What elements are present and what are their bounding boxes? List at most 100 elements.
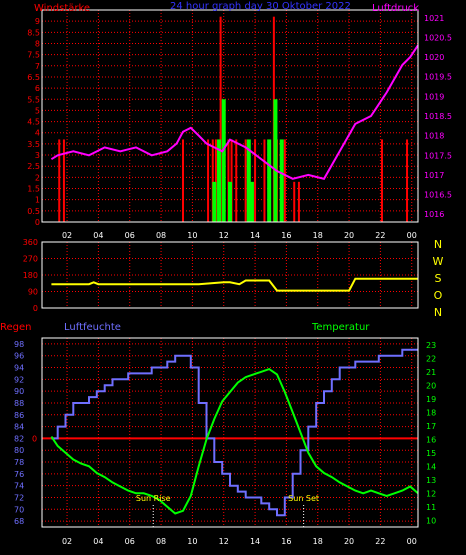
wind-bar [221, 99, 226, 222]
gust-bar [254, 139, 257, 222]
gust-bar [58, 139, 61, 222]
x-tick-label: 06 [125, 231, 135, 240]
y-right-axis-title: Luftdruck [372, 3, 419, 14]
y-right-tick-label: 1016.5 [424, 191, 452, 200]
gust-bar [211, 139, 214, 222]
wind-bar [217, 139, 222, 222]
y-right-tick-label: 15 [426, 449, 436, 458]
x-tick-label: 06 [125, 537, 135, 546]
humidity-line [51, 348, 418, 517]
y-left-tick-label: 98 [14, 340, 24, 349]
y-right-tick-label: 21 [426, 368, 436, 377]
sun-set-label: Sun Set [288, 494, 319, 503]
y-left-tick-label: 7 [35, 62, 40, 71]
y-right-tick-label: 1016 [424, 210, 444, 219]
rain-zero-label: 0 [32, 434, 37, 443]
y-left-tick-label: 68 [14, 517, 24, 526]
y-left-tick-label: 72 [14, 493, 24, 502]
y-left-tick-label: 1 [35, 196, 40, 205]
temperature-line [50, 367, 419, 515]
y-left-tick-label: 82 [14, 434, 24, 443]
gust-bar [227, 139, 230, 222]
y-right-tick-label: 13 [426, 476, 436, 485]
y-tick-label: 180 [23, 271, 38, 280]
y-left-tick-label: 4.5 [27, 118, 40, 127]
x-tick-label: 22 [375, 537, 385, 546]
x-tick-label: 14 [250, 231, 260, 240]
x-tick-label: 18 [313, 231, 323, 240]
y-left-tick-label: 94 [14, 364, 24, 373]
wind-bar [273, 99, 278, 222]
y-right-tick-label: 22 [426, 354, 436, 363]
x-tick-label: 12 [219, 231, 229, 240]
gust-bar [230, 139, 233, 222]
y-right-tick-label: 20 [426, 381, 436, 390]
wind-bar [279, 139, 284, 222]
wind-bar [267, 139, 272, 222]
x-tick-label: 18 [313, 537, 323, 546]
y-left-tick-label: 90 [14, 387, 24, 396]
pressure-line [50, 44, 419, 180]
x-tick-label: 04 [93, 537, 103, 546]
y-left-tick-label: 9 [35, 17, 40, 26]
y-tick-label: 0 [33, 304, 38, 313]
gust-bar [182, 139, 184, 222]
y-left-axis-title: Windstärke [34, 3, 90, 14]
y-right-tick-label: 1017.5 [424, 151, 452, 160]
y-left-tick-label: 2.5 [27, 162, 40, 171]
y-left-tick-label: 92 [14, 375, 24, 384]
y-left-tick-label: 1.5 [27, 185, 40, 194]
compass-letter: O [434, 289, 443, 302]
x-tick-label: 08 [156, 231, 166, 240]
y-left-tick-label: 5.5 [27, 95, 40, 104]
gust-bar [380, 139, 383, 222]
y-right-tick-label: 23 [426, 341, 436, 350]
gust-bar [406, 139, 409, 222]
y-right-tick-label: 1018.5 [424, 112, 452, 121]
gust-bar [214, 139, 217, 222]
y-left-tick-label: 86 [14, 411, 24, 420]
compass-letter: W [433, 255, 444, 268]
wind-pressure-chart: 00.511.522.533.544.555.566.577.588.59101… [27, 1, 452, 240]
wind-bar [246, 139, 251, 222]
gust-bar [235, 139, 238, 222]
x-tick-label: 02 [62, 537, 72, 546]
y-left-tick-label: 2 [35, 173, 40, 182]
x-tick-label: 08 [156, 537, 166, 546]
y-tick-label: 90 [28, 288, 38, 297]
plot-frame [41, 9, 419, 223]
y-right-tick-label: 17 [426, 422, 436, 431]
y-tick-label: 270 [23, 255, 38, 264]
y-left-tick-label: 88 [14, 399, 24, 408]
y-right-tick-label: 1020.5 [424, 33, 452, 42]
compass-letter: S [435, 272, 442, 285]
y-left-tick-label: 74 [14, 482, 24, 491]
y-left-tick-label: 4 [35, 129, 40, 138]
gust-bar [293, 181, 296, 222]
x-tick-label: 04 [93, 231, 103, 240]
plot-frame [41, 337, 419, 528]
y-left-tick-label: 7.5 [27, 51, 40, 60]
x-tick-label: 00 [407, 231, 417, 240]
compass-letter: N [434, 238, 442, 251]
compass-letter: N [434, 306, 442, 319]
y-left-tick-label: 3.5 [27, 140, 40, 149]
gust-bar [297, 181, 300, 222]
y-left-tick-label: 0.5 [27, 207, 40, 216]
humidity-temperature-chart: 68 70 72 74 76 78 80 82 84 86 88 90 92 94 96 98 10 11 12 13… [0, 322, 436, 546]
y-left-tick-label: 8.5 [27, 28, 40, 37]
y-left-tick-label: 78 [14, 458, 24, 467]
y-left-tick-label: 96 [14, 352, 24, 361]
x-tick-label: 20 [344, 231, 354, 240]
wind-bar [249, 181, 254, 222]
y-right-tick-label: 16 [426, 435, 436, 444]
wind-bar [228, 181, 232, 222]
x-tick-label: 00 [407, 537, 417, 546]
plot-frame [41, 241, 419, 309]
y-right-tick-label: 1018 [424, 132, 444, 141]
y-left-tick-label: 76 [14, 470, 24, 479]
chart-title: 24 hour graph day 30 Oktober 2022 [170, 1, 351, 12]
y-right-tick-label: 1019 [424, 92, 444, 101]
y-right-tick-label: 1019.5 [424, 73, 452, 82]
